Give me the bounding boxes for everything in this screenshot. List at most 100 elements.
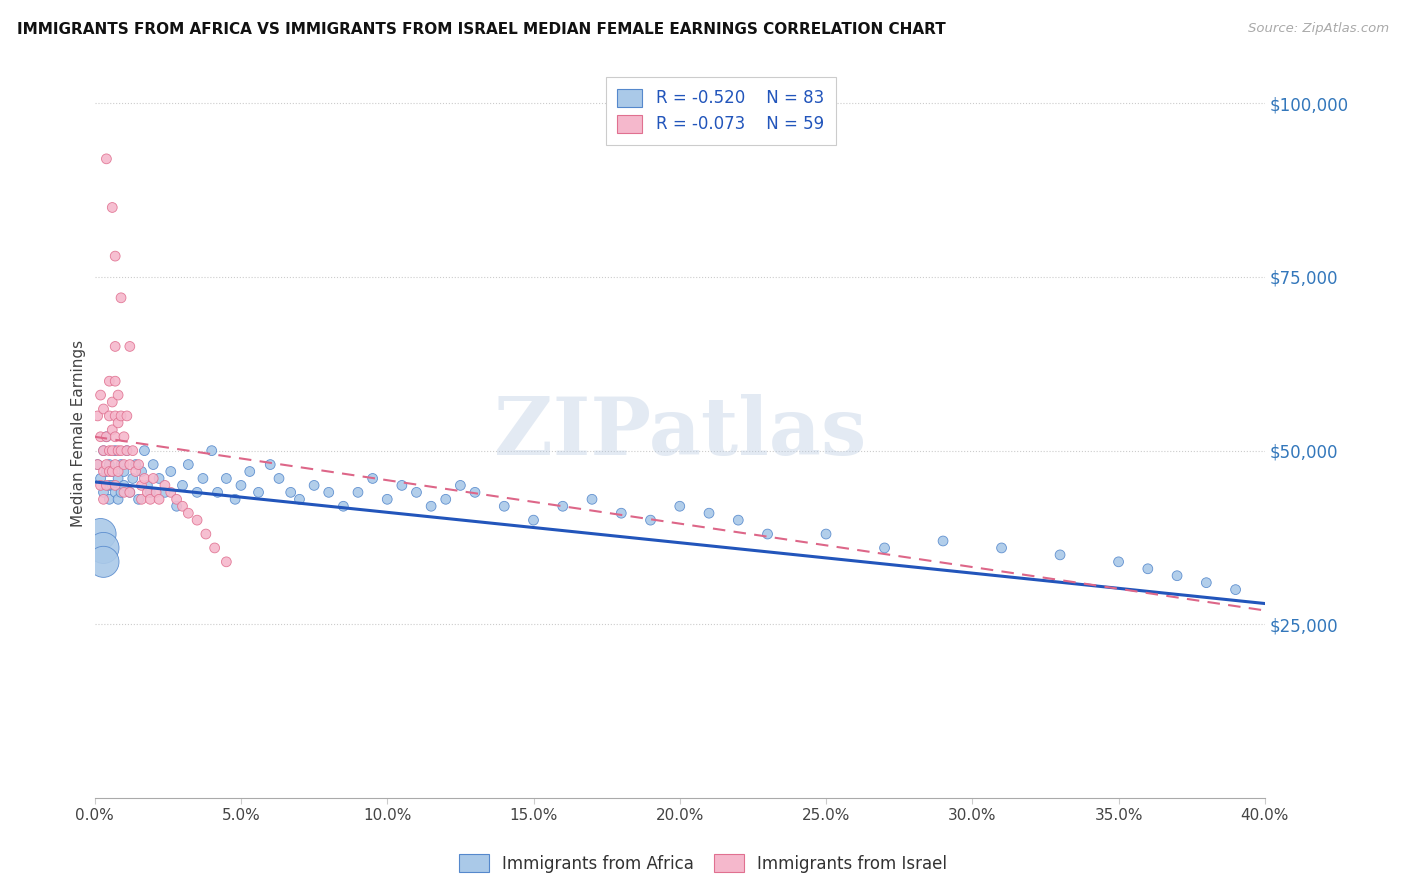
- Point: [124, 465, 146, 479]
- Point: [104, 443, 127, 458]
- Point: [107, 443, 129, 458]
- Point: [110, 485, 132, 500]
- Point: [148, 471, 170, 485]
- Point: [107, 492, 129, 507]
- Point: [93, 555, 115, 569]
- Point: [104, 374, 127, 388]
- Point: [148, 492, 170, 507]
- Point: [98, 409, 121, 423]
- Point: [142, 458, 165, 472]
- Point: [159, 465, 181, 479]
- Point: [239, 465, 262, 479]
- Y-axis label: Median Female Earnings: Median Female Earnings: [72, 340, 86, 527]
- Point: [139, 492, 162, 507]
- Point: [172, 478, 194, 492]
- Point: [288, 492, 311, 507]
- Point: [136, 485, 159, 500]
- Point: [112, 485, 135, 500]
- Point: [247, 485, 270, 500]
- Point: [464, 485, 486, 500]
- Point: [128, 492, 150, 507]
- Point: [101, 465, 124, 479]
- Point: [159, 485, 181, 500]
- Point: [107, 471, 129, 485]
- Point: [1166, 568, 1188, 582]
- Point: [93, 541, 115, 555]
- Point: [302, 478, 325, 492]
- Point: [104, 430, 127, 444]
- Point: [756, 527, 779, 541]
- Point: [332, 500, 354, 514]
- Point: [145, 485, 167, 500]
- Point: [449, 478, 471, 492]
- Point: [86, 409, 108, 423]
- Point: [104, 458, 127, 472]
- Point: [153, 478, 176, 492]
- Point: [215, 555, 238, 569]
- Point: [98, 465, 121, 479]
- Point: [96, 478, 118, 492]
- Point: [581, 492, 603, 507]
- Point: [86, 458, 108, 472]
- Point: [267, 471, 290, 485]
- Point: [96, 465, 118, 479]
- Point: [204, 541, 226, 555]
- Point: [118, 485, 141, 500]
- Point: [93, 465, 115, 479]
- Point: [551, 500, 574, 514]
- Point: [101, 201, 124, 215]
- Point: [815, 527, 838, 541]
- Text: IMMIGRANTS FROM AFRICA VS IMMIGRANTS FROM ISRAEL MEDIAN FEMALE EARNINGS CORRELAT: IMMIGRANTS FROM AFRICA VS IMMIGRANTS FRO…: [17, 22, 946, 37]
- Point: [98, 374, 121, 388]
- Point: [98, 492, 121, 507]
- Point: [101, 465, 124, 479]
- Point: [134, 471, 156, 485]
- Point: [215, 471, 238, 485]
- Point: [121, 443, 143, 458]
- Point: [98, 478, 121, 492]
- Point: [153, 485, 176, 500]
- Point: [115, 409, 138, 423]
- Legend: Immigrants from Africa, Immigrants from Israel: Immigrants from Africa, Immigrants from …: [453, 847, 953, 880]
- Point: [93, 485, 115, 500]
- Text: Source: ZipAtlas.com: Source: ZipAtlas.com: [1249, 22, 1389, 36]
- Point: [90, 478, 112, 492]
- Point: [932, 533, 955, 548]
- Point: [107, 388, 129, 402]
- Point: [118, 485, 141, 500]
- Point: [110, 458, 132, 472]
- Point: [405, 485, 427, 500]
- Point: [1195, 575, 1218, 590]
- Point: [101, 395, 124, 409]
- Point: [93, 401, 115, 416]
- Point: [104, 478, 127, 492]
- Point: [104, 485, 127, 500]
- Point: [361, 471, 384, 485]
- Point: [280, 485, 302, 500]
- Point: [101, 443, 124, 458]
- Point: [1136, 562, 1159, 576]
- Point: [697, 506, 720, 520]
- Point: [96, 458, 118, 472]
- Point: [104, 409, 127, 423]
- Point: [90, 388, 112, 402]
- Point: [177, 506, 200, 520]
- Point: [131, 492, 153, 507]
- Point: [112, 430, 135, 444]
- Point: [139, 485, 162, 500]
- Point: [727, 513, 749, 527]
- Point: [107, 465, 129, 479]
- Point: [96, 152, 118, 166]
- Point: [110, 291, 132, 305]
- Legend: R = -0.520    N = 83, R = -0.073    N = 59: R = -0.520 N = 83, R = -0.073 N = 59: [606, 77, 835, 145]
- Point: [1049, 548, 1071, 562]
- Point: [98, 443, 121, 458]
- Point: [124, 458, 146, 472]
- Point: [104, 339, 127, 353]
- Point: [640, 513, 662, 527]
- Point: [101, 423, 124, 437]
- Point: [131, 465, 153, 479]
- Point: [110, 443, 132, 458]
- Point: [110, 409, 132, 423]
- Point: [194, 527, 217, 541]
